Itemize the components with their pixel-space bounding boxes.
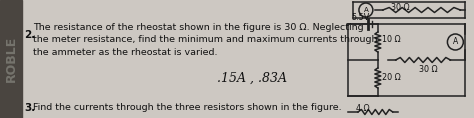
Text: .15A , .83A: .15A , .83A bbox=[217, 72, 287, 85]
Text: 30 Ω: 30 Ω bbox=[391, 3, 410, 12]
Text: 10 Ω: 10 Ω bbox=[382, 34, 401, 44]
Text: Find the currents through the three resistors shown in the figure.: Find the currents through the three resi… bbox=[33, 103, 341, 112]
Text: The resistance of the rheostat shown in the figure is 30 Ω. Neglecting
the meter: The resistance of the rheostat shown in … bbox=[33, 23, 377, 57]
Text: 20 Ω: 20 Ω bbox=[382, 74, 401, 82]
Text: 3.: 3. bbox=[24, 103, 35, 113]
Text: 30 Ω: 30 Ω bbox=[419, 65, 437, 74]
Text: A: A bbox=[453, 38, 458, 46]
Bar bbox=[0, 0, 22, 118]
Text: ROBLE: ROBLE bbox=[4, 36, 18, 82]
Text: 4 Ω: 4 Ω bbox=[356, 104, 370, 113]
Text: A: A bbox=[364, 7, 368, 13]
Text: 2.: 2. bbox=[24, 30, 35, 40]
Text: 5.5V: 5.5V bbox=[351, 13, 369, 22]
